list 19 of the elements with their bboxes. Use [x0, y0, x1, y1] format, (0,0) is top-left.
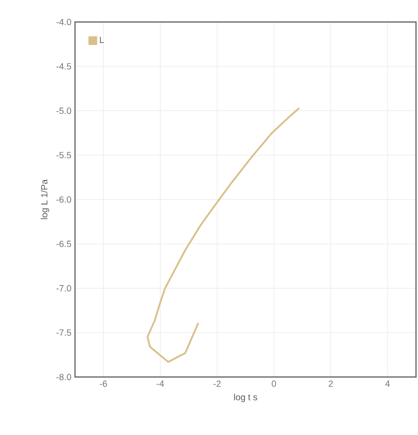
x-tick-label: 4: [385, 380, 390, 387]
y-tick-label: -7.5: [56, 329, 72, 336]
y-tick-label: -4.0: [56, 18, 72, 26]
x-tick-label: 0: [272, 380, 276, 387]
x-tick-label: -6: [100, 380, 108, 387]
y-tick-label: -6.0: [56, 196, 72, 203]
y-tick-label: -6.5: [56, 240, 72, 248]
x-tick-label: -2: [214, 380, 221, 387]
legend-label: L: [100, 36, 104, 43]
x-axis-title: log t s: [234, 394, 258, 402]
y-tick-label: -5.0: [56, 108, 72, 114]
line-series: [146, 107, 300, 363]
x-tick-label: 2: [328, 380, 333, 387]
y-tick-label: -7.0: [56, 285, 72, 292]
x-tick-label: -4: [156, 380, 164, 387]
y-tick-label: -5.5: [56, 152, 72, 158]
y-tick-label: -8.0: [56, 374, 72, 380]
y-tick-label: -4.5: [56, 63, 72, 70]
y-axis-title: log L 1/Pa: [40, 179, 50, 220]
